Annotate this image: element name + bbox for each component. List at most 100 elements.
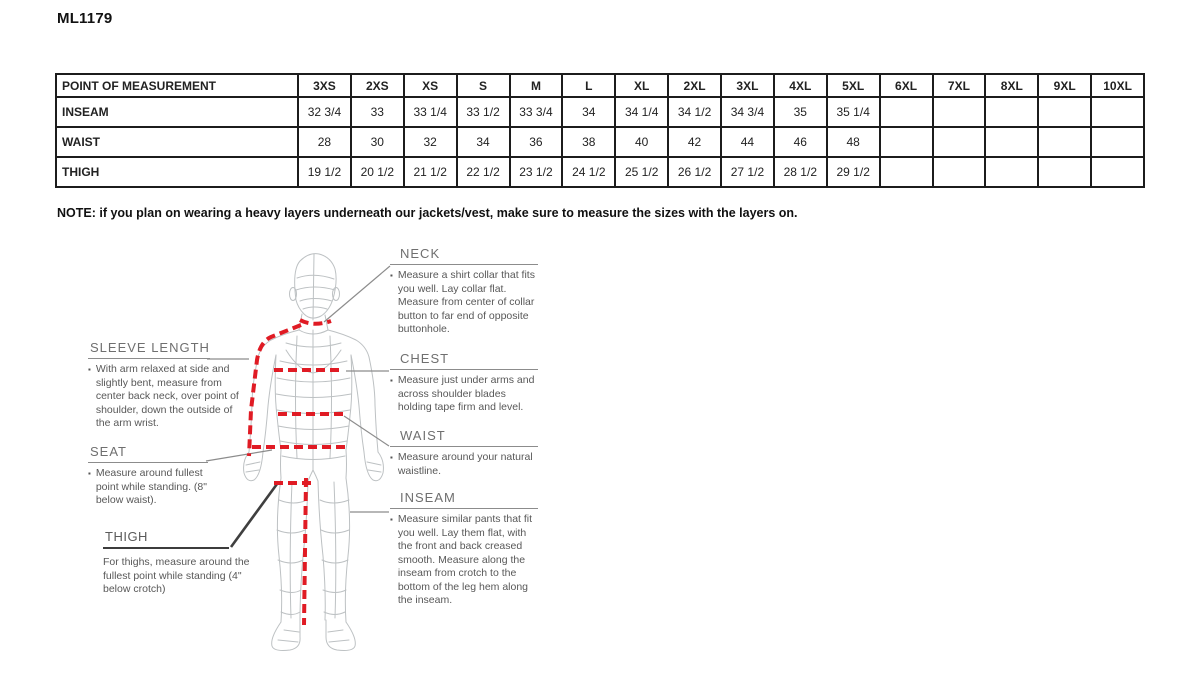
- size-value-cell: [931, 126, 987, 158]
- size-value-cell: 21 1/2: [402, 156, 458, 188]
- section-inseam-heading: INSEAM: [390, 490, 538, 509]
- section-seat-heading: SEAT: [88, 444, 208, 463]
- table-header-row: POINT OF MEASUREMENT 3XS 2XS XS S M L XL 2XL 3XL 4…: [55, 73, 1145, 98]
- col-header-size: 9XL: [1037, 73, 1093, 98]
- size-value-cell: 29 1/2: [825, 156, 881, 188]
- bullet-square-icon: ▪: [390, 271, 393, 280]
- measurement-lines: [247, 318, 349, 626]
- section-thigh: THIGH For thighs, measure around the ful…: [103, 529, 251, 597]
- human-figure-diagram: [205, 253, 391, 651]
- col-header-size: 3XL: [720, 73, 775, 98]
- bullet-square-icon: ▪: [390, 453, 393, 462]
- size-value-cell: [1037, 126, 1093, 158]
- size-value-cell: 32 3/4: [297, 96, 352, 128]
- size-value-cell: 33 1/2: [455, 96, 511, 128]
- section-waist: WAIST ▪ Measure around your natural waist…: [390, 428, 540, 478]
- size-value-cell: 26 1/2: [667, 156, 722, 188]
- section-sleeve-length-body: With arm relaxed at side and slightly be…: [95, 363, 239, 429]
- section-neck-heading: NECK: [390, 246, 538, 265]
- wireframe-body: [243, 253, 384, 651]
- col-header-size: 8XL: [984, 73, 1040, 98]
- section-chest-body: Measure just under arms and across shoul…: [397, 374, 535, 413]
- size-value-cell: 38: [561, 126, 617, 158]
- size-value-cell: 23 1/2: [508, 156, 564, 188]
- col-header-size: 10XL: [1090, 73, 1145, 98]
- size-value-cell: [1090, 126, 1145, 158]
- section-neck: NECK ▪ Measure a shirt collar that fits y…: [390, 246, 540, 337]
- col-header-size: 2XS: [349, 73, 405, 98]
- section-inseam-body: Measure similar pants that fit you well.…: [397, 513, 533, 606]
- table-row: INSEAM 32 3/4 33 33 1/4 33 1/2 33 3/4 34 34 1/4…: [55, 96, 1145, 128]
- section-waist-heading: WAIST: [390, 428, 538, 447]
- section-sleeve-length-heading: SLEEVE LENGTH: [88, 340, 210, 359]
- size-value-cell: 32: [402, 126, 458, 158]
- note-text: NOTE: if you plan on wearing a heavy lay…: [57, 206, 798, 220]
- size-value-cell: [931, 156, 987, 188]
- size-value-cell: 33 3/4: [508, 96, 564, 128]
- seat-leader-line: [205, 449, 273, 462]
- size-value-cell: [878, 126, 934, 158]
- size-value-cell: 33 1/4: [402, 96, 458, 128]
- size-value-cell: 30: [349, 126, 405, 158]
- size-value-cell: [931, 96, 987, 128]
- size-value-cell: 36: [508, 126, 564, 158]
- section-sleeve-length: SLEEVE LENGTH ▪ With arm relaxed at side …: [88, 340, 240, 431]
- size-value-cell: 34 3/4: [720, 96, 775, 128]
- col-header-size: M: [508, 73, 564, 98]
- leader-lines: [205, 265, 391, 513]
- size-value-cell: 34 1/2: [667, 96, 722, 128]
- size-value-cell: [878, 156, 934, 188]
- row-label: INSEAM: [55, 96, 299, 128]
- size-value-cell: 34 1/4: [614, 96, 670, 128]
- section-neck-body: Measure a shirt collar that fits you wel…: [397, 269, 535, 335]
- section-thigh-heading: THIGH: [103, 529, 229, 549]
- size-value-cell: 28 1/2: [772, 156, 828, 188]
- size-value-cell: [984, 96, 1040, 128]
- size-value-cell: 33: [349, 96, 405, 128]
- size-value-cell: 25 1/2: [614, 156, 670, 188]
- size-value-cell: 44: [720, 126, 775, 158]
- size-value-cell: [1037, 96, 1093, 128]
- size-value-cell: 35 1/4: [825, 96, 881, 128]
- col-header-size: 6XL: [878, 73, 934, 98]
- bullet-square-icon: ▪: [390, 376, 393, 385]
- size-value-cell: [878, 96, 934, 128]
- neck-measure-line: [299, 318, 332, 326]
- section-inseam: INSEAM ▪ Measure similar pants that fit y…: [390, 490, 540, 608]
- size-value-cell: 22 1/2: [455, 156, 511, 188]
- size-value-cell: 28: [297, 126, 352, 158]
- size-value-cell: [984, 126, 1040, 158]
- table-row: THIGH 19 1/2 20 1/2 21 1/2 22 1/2 23 1/2 24 1/…: [55, 156, 1145, 188]
- size-value-cell: [984, 156, 1040, 188]
- size-value-cell: 42: [667, 126, 722, 158]
- waist-leader-line: [343, 415, 390, 447]
- bullet-square-icon: ▪: [390, 515, 393, 524]
- col-header-size: 5XL: [825, 73, 881, 98]
- size-value-cell: [1090, 156, 1145, 188]
- size-value-cell: 27 1/2: [720, 156, 775, 188]
- size-value-cell: 48: [825, 126, 881, 158]
- row-label: WAIST: [55, 126, 299, 158]
- col-header-size: XL: [614, 73, 670, 98]
- col-header-size: 2XL: [667, 73, 722, 98]
- col-header-size: XS: [402, 73, 458, 98]
- inseam-measure-line: [302, 477, 308, 626]
- size-value-cell: 24 1/2: [561, 156, 617, 188]
- size-value-cell: 34: [455, 126, 511, 158]
- bullet-square-icon: ▪: [88, 365, 91, 374]
- size-value-cell: 35: [772, 96, 828, 128]
- section-chest-heading: CHEST: [390, 351, 538, 370]
- row-label: THIGH: [55, 156, 299, 188]
- col-header-size: L: [561, 73, 617, 98]
- size-value-cell: [1037, 156, 1093, 188]
- size-value-cell: 40: [614, 126, 670, 158]
- col-header-size: 4XL: [772, 73, 828, 98]
- table-row: WAIST 28 30 32 34 36 38 40 42 44 46 48: [55, 126, 1145, 158]
- size-value-cell: [1090, 96, 1145, 128]
- col-header-size: 7XL: [931, 73, 987, 98]
- thigh-leader-line: [229, 483, 279, 548]
- section-seat-body: Measure around fullest point while stand…: [95, 467, 207, 506]
- size-value-cell: 19 1/2: [297, 156, 352, 188]
- section-chest: CHEST ▪ Measure just under arms and acros…: [390, 351, 540, 415]
